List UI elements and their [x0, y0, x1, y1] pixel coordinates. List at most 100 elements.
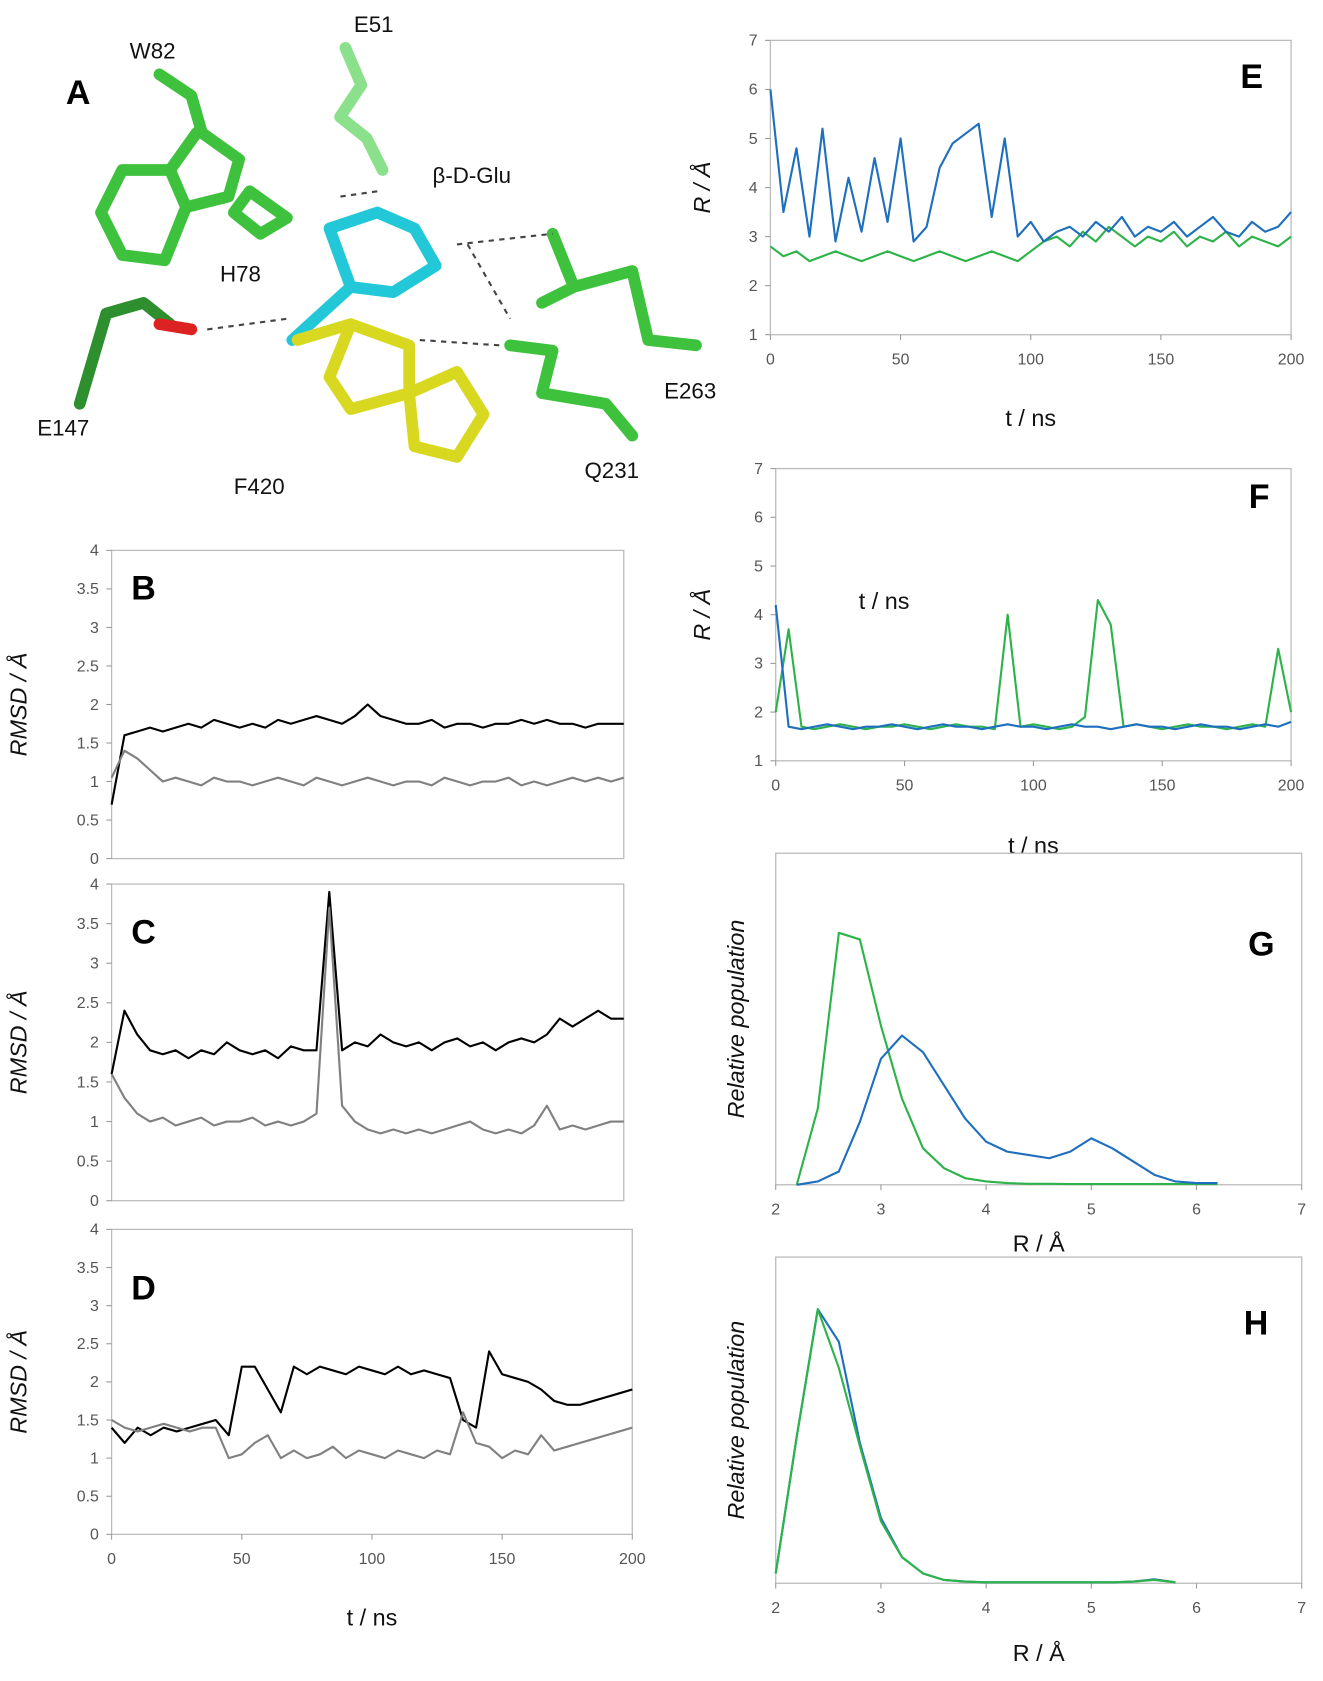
molecular-structure: [80, 48, 696, 457]
residue-label: W82: [130, 38, 176, 63]
panel-label: E: [1240, 58, 1263, 96]
y-axis-label: Relative population: [723, 920, 749, 1119]
data-line: [112, 1351, 633, 1442]
data-line: [776, 1309, 1176, 1582]
x-tick-label: 4: [982, 1600, 991, 1617]
x-axis-label: R / Å: [1013, 1639, 1065, 1666]
y-tick-label: 3.5: [77, 581, 99, 598]
y-tick-label: 0.5: [77, 1489, 99, 1506]
y-tick-label: 1.5: [77, 735, 99, 752]
x-axis-label: t / ns: [347, 1605, 398, 1631]
x-tick-label: 5: [1087, 1600, 1096, 1617]
y-axis-label: Relative population: [723, 1321, 749, 1520]
y-tick-label: 2: [749, 278, 758, 295]
y-axis-label: RMSD / Å: [5, 653, 32, 757]
y-tick-label: 1: [90, 774, 99, 791]
y-tick-label: 3.5: [77, 916, 99, 933]
x-tick-label: 100: [1017, 351, 1044, 368]
y-tick-label: 3: [90, 1298, 99, 1315]
y-tick-label: 1: [90, 1450, 99, 1467]
x-tick-label: 200: [619, 1551, 646, 1568]
x-axis-label: t / ns: [1005, 405, 1056, 431]
residue-label: E147: [37, 416, 89, 441]
y-tick-label: 0: [90, 1193, 99, 1210]
x-tick-label: 200: [1278, 351, 1305, 368]
x-tick-label: 50: [892, 351, 910, 368]
plot-frame: [770, 40, 1291, 334]
y-tick-label: 1: [749, 327, 758, 344]
x-tick-label: 6: [1192, 1600, 1201, 1617]
x-tick-label: 7: [1297, 1202, 1306, 1219]
residue-label: E263: [664, 378, 716, 403]
y-tick-label: 7: [749, 33, 758, 50]
residue-label: H78: [220, 262, 261, 287]
y-tick-label: 3.5: [77, 1260, 99, 1277]
figure: A W82 E51 β-D-Glu H78 E147 F420 Q231 E26…: [0, 0, 1323, 1681]
y-tick-label: 6: [749, 82, 758, 99]
data-line: [776, 1309, 1176, 1582]
y-tick-label: 3: [90, 620, 99, 637]
panel-label: G: [1248, 925, 1274, 963]
panel-label: D: [131, 1270, 156, 1308]
y-axis-label: R / Å: [688, 589, 715, 641]
x-tick-label: 100: [1020, 778, 1047, 795]
residue-label: β-D-Glu: [433, 163, 511, 188]
y-tick-label: 0.5: [77, 1153, 99, 1170]
x-tick-label: 200: [1278, 778, 1305, 795]
x-tick-label: 150: [1149, 778, 1176, 795]
x-tick-label: 2: [771, 1202, 780, 1219]
x-tick-label: 5: [1087, 1202, 1096, 1219]
y-tick-label: 1.5: [77, 1074, 99, 1091]
x-tick-label: 100: [359, 1551, 386, 1568]
data-line: [776, 605, 1291, 729]
annotation: t / ns: [859, 588, 910, 614]
x-tick-label: 150: [489, 1551, 516, 1568]
x-tick-label: 0: [766, 351, 775, 368]
plot-frame: [112, 1229, 633, 1534]
y-tick-label: 4: [90, 543, 99, 560]
residue-label: F420: [234, 474, 285, 499]
panel-label: F: [1249, 478, 1270, 516]
data-line: [797, 1036, 1218, 1185]
y-tick-label: 2.5: [77, 995, 99, 1012]
y-tick-label: 2: [754, 704, 763, 721]
y-tick-label: 2: [90, 1374, 99, 1391]
residue-label: Q231: [584, 458, 639, 483]
y-tick-label: 3: [90, 956, 99, 973]
y-tick-label: 5: [754, 558, 763, 575]
x-axis-label: t / ns: [1008, 832, 1059, 858]
y-tick-label: 7: [754, 461, 763, 478]
residue-label: E51: [354, 12, 394, 37]
y-tick-label: 0: [90, 1527, 99, 1544]
data-line: [112, 704, 624, 804]
x-tick-label: 3: [876, 1600, 885, 1617]
x-tick-label: 7: [1297, 1600, 1306, 1617]
panel-label: H: [1244, 1305, 1269, 1343]
x-tick-label: 4: [982, 1202, 991, 1219]
plot-frame: [776, 469, 1291, 761]
y-tick-label: 6: [754, 510, 763, 527]
x-tick-label: 6: [1192, 1202, 1201, 1219]
x-tick-label: 0: [771, 778, 780, 795]
data-line: [797, 933, 1218, 1185]
panel-label: A: [66, 74, 91, 112]
y-tick-label: 1: [90, 1114, 99, 1131]
y-tick-label: 3: [754, 656, 763, 673]
y-axis-label: RMSD / Å: [5, 990, 32, 1094]
y-tick-label: 4: [90, 876, 99, 893]
y-tick-label: 1.5: [77, 1412, 99, 1429]
y-tick-label: 0.5: [77, 812, 99, 829]
y-tick-label: 2.5: [77, 1336, 99, 1353]
y-tick-label: 2: [90, 697, 99, 714]
y-tick-label: 0: [90, 851, 99, 868]
y-tick-label: 4: [749, 180, 758, 197]
y-tick-label: 2.5: [77, 658, 99, 675]
y-tick-label: 1: [754, 753, 763, 770]
plot-frame: [112, 884, 624, 1201]
x-tick-label: 2: [771, 1600, 780, 1617]
y-tick-label: 4: [90, 1222, 99, 1239]
y-axis-label: RMSD / Å: [5, 1330, 32, 1434]
x-tick-label: 50: [233, 1551, 251, 1568]
y-tick-label: 5: [749, 131, 758, 148]
panel-label: C: [131, 914, 156, 952]
